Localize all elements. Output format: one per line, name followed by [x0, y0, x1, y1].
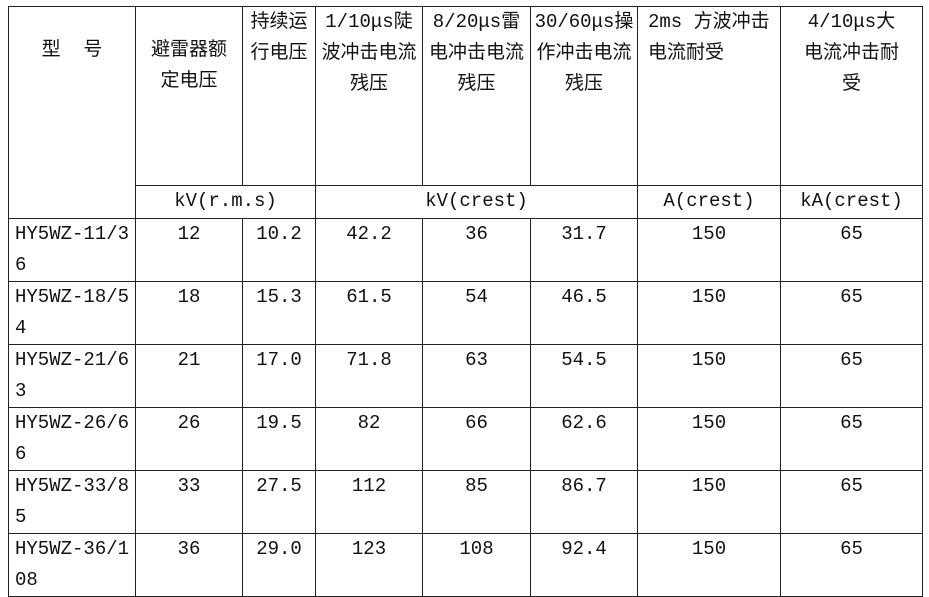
cell-model: HY5WZ-36/108: [8, 533, 136, 597]
cell-steep: 112: [315, 470, 423, 534]
cell-rated: 26: [135, 407, 243, 471]
cell-lightning: 108: [422, 533, 531, 597]
cell-rated: 36: [135, 533, 243, 597]
cell-square: 150: [637, 407, 781, 471]
cell-square: 150: [637, 281, 781, 345]
cell-square: 150: [637, 533, 781, 597]
table-row: HY5WZ-33/85 33 27.5 112 85 86.7 150 65: [8, 470, 923, 534]
header-continuous-voltage: 持续运行电压: [242, 6, 316, 186]
header-lightning-residual: 8/20μs雷电冲击电流残压: [422, 6, 531, 186]
cell-cont: 15.3: [242, 281, 316, 345]
cell-cont: 27.5: [242, 470, 316, 534]
cell-model: HY5WZ-18/54: [8, 281, 136, 345]
unit-crest-a: A(crest): [637, 185, 781, 219]
cell-high: 65: [780, 533, 923, 597]
cell-high: 65: [780, 218, 923, 282]
header-model: 型 号: [8, 6, 136, 219]
cell-steep: 82: [315, 407, 423, 471]
cell-rated: 33: [135, 470, 243, 534]
table-row: HY5WZ-36/108 36 29.0 123 108 92.4 150 65: [8, 533, 923, 597]
cell-cont: 17.0: [242, 344, 316, 408]
cell-switching: 31.7: [530, 218, 638, 282]
header-switching-residual: 30/60μs操作冲击电流残压: [530, 6, 638, 186]
cell-lightning: 63: [422, 344, 531, 408]
cell-steep: 123: [315, 533, 423, 597]
cell-high: 65: [780, 344, 923, 408]
cell-high: 65: [780, 407, 923, 471]
arrester-spec-table: 型 号 避雷器额定电压 持续运行电压 1/10μs陡波冲击电流残压 8/20μs…: [8, 6, 923, 597]
table-row: HY5WZ-11/36 12 10.2 42.2 36 31.7 150 65: [8, 218, 923, 282]
header-square-wave: 2ms 方波冲击电流耐受: [637, 6, 781, 186]
cell-switching: 86.7: [530, 470, 638, 534]
header-rated-voltage: 避雷器额定电压: [135, 6, 243, 186]
cell-cont: 29.0: [242, 533, 316, 597]
cell-square: 150: [637, 218, 781, 282]
table-row: HY5WZ-18/54 18 15.3 61.5 54 46.5 150 65: [8, 281, 923, 345]
cell-cont: 10.2: [242, 218, 316, 282]
table-row: HY5WZ-21/63 21 17.0 71.8 63 54.5 150 65: [8, 344, 923, 408]
cell-high: 65: [780, 470, 923, 534]
cell-square: 150: [637, 344, 781, 408]
cell-lightning: 85: [422, 470, 531, 534]
cell-model: HY5WZ-21/63: [8, 344, 136, 408]
table-row: HY5WZ-26/66 26 19.5 82 66 62.6 150 65: [8, 407, 923, 471]
unit-crest-kv: kV(crest): [315, 185, 638, 219]
cell-rated: 18: [135, 281, 243, 345]
cell-steep: 71.8: [315, 344, 423, 408]
cell-switching: 62.6: [530, 407, 638, 471]
cell-cont: 19.5: [242, 407, 316, 471]
cell-model: HY5WZ-11/36: [8, 218, 136, 282]
cell-steep: 61.5: [315, 281, 423, 345]
cell-lightning: 66: [422, 407, 531, 471]
cell-rated: 21: [135, 344, 243, 408]
cell-square: 150: [637, 470, 781, 534]
cell-rated: 12: [135, 218, 243, 282]
cell-lightning: 36: [422, 218, 531, 282]
unit-rms: kV(r.m.s): [135, 185, 316, 219]
header-high-current: 4/10μs大电流冲击耐受: [780, 6, 923, 186]
header-row: 型 号 避雷器额定电压 持续运行电压 1/10μs陡波冲击电流残压 8/20μs…: [8, 6, 923, 219]
unit-crest-ka: kA(crest): [780, 185, 923, 219]
units-row: kV(r.m.s) kV(crest) A(crest) kA(crest): [9, 185, 923, 219]
cell-steep: 42.2: [315, 218, 423, 282]
cell-lightning: 54: [422, 281, 531, 345]
cell-high: 65: [780, 281, 923, 345]
cell-switching: 54.5: [530, 344, 638, 408]
cell-switching: 46.5: [530, 281, 638, 345]
cell-model: HY5WZ-26/66: [8, 407, 136, 471]
cell-switching: 92.4: [530, 533, 638, 597]
header-steep-residual: 1/10μs陡波冲击电流残压: [315, 6, 423, 186]
cell-model: HY5WZ-33/85: [8, 470, 136, 534]
